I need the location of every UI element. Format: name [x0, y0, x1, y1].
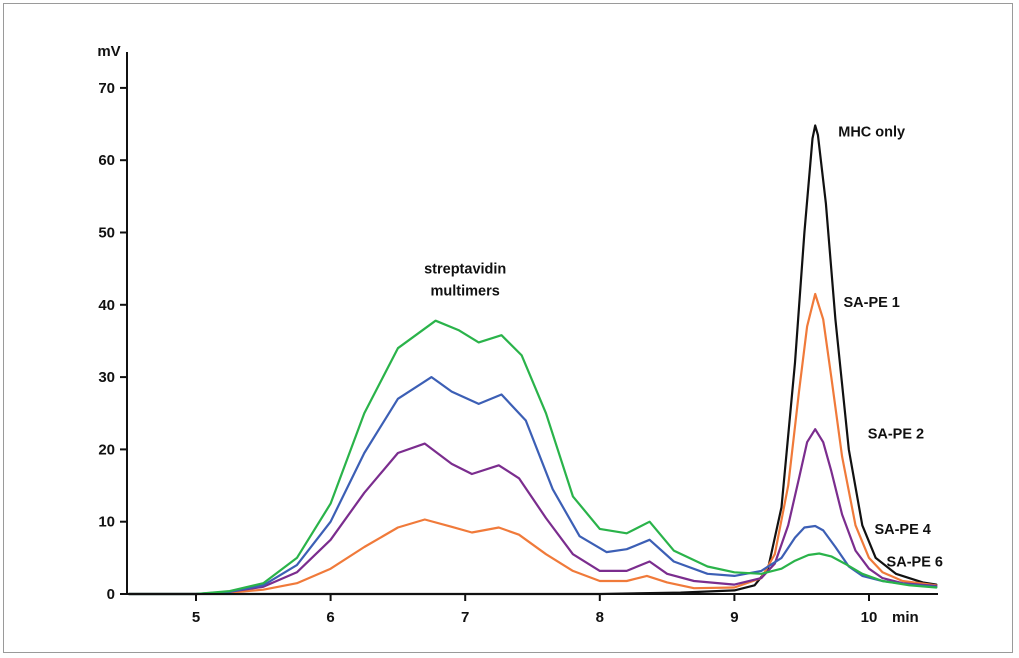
trace-sa-pe-1 [127, 292, 938, 596]
annotation-multimers: multimers [431, 283, 500, 299]
annotation-group: streptavidin multimers MHC only SA-PE 1 SA-P… [424, 124, 943, 570]
y-tick-label: 0 [107, 586, 115, 603]
y-ticks: 0 10 20 30 40 50 60 70 [98, 80, 127, 603]
trace-sa-pe-6 [127, 319, 938, 596]
trace-sa-pe-4 [127, 376, 938, 596]
y-tick-label: 70 [98, 80, 115, 97]
y-tick-label: 20 [98, 441, 115, 458]
x-ticks: 5 6 7 8 9 10 [192, 594, 878, 626]
y-tick-label: 40 [98, 297, 115, 314]
axes: 0 10 20 30 40 50 60 70 5 6 7 8 9 10 mV min [97, 43, 938, 626]
y-tick-label: 60 [98, 152, 115, 169]
x-tick-label: 8 [596, 609, 604, 626]
annotation-streptavidin: streptavidin [424, 262, 506, 278]
y-tick-label: 30 [98, 369, 115, 386]
x-tick-label: 10 [861, 609, 878, 626]
y-tick-label: 10 [98, 514, 115, 531]
annotation-sa-pe-2: SA-PE 2 [868, 426, 924, 442]
y-axis-unit-label: mV [97, 43, 120, 60]
figure-frame [3, 3, 1013, 653]
annotation-mhc-only: MHC only [838, 124, 905, 140]
trace-group [127, 124, 938, 596]
annotation-sa-pe-6: SA-PE 6 [887, 554, 943, 570]
annotation-sa-pe-1: SA-PE 1 [843, 295, 899, 311]
x-tick-label: 9 [730, 609, 738, 626]
x-tick-label: 5 [192, 609, 200, 626]
annotation-sa-pe-4: SA-PE 4 [874, 522, 930, 538]
x-tick-label: 6 [326, 609, 334, 626]
y-tick-label: 50 [98, 225, 115, 242]
trace-mhc-only [127, 124, 938, 596]
x-tick-label: 7 [461, 609, 469, 626]
x-axis-unit-label: min [892, 609, 919, 626]
trace-sa-pe-2 [127, 428, 938, 596]
